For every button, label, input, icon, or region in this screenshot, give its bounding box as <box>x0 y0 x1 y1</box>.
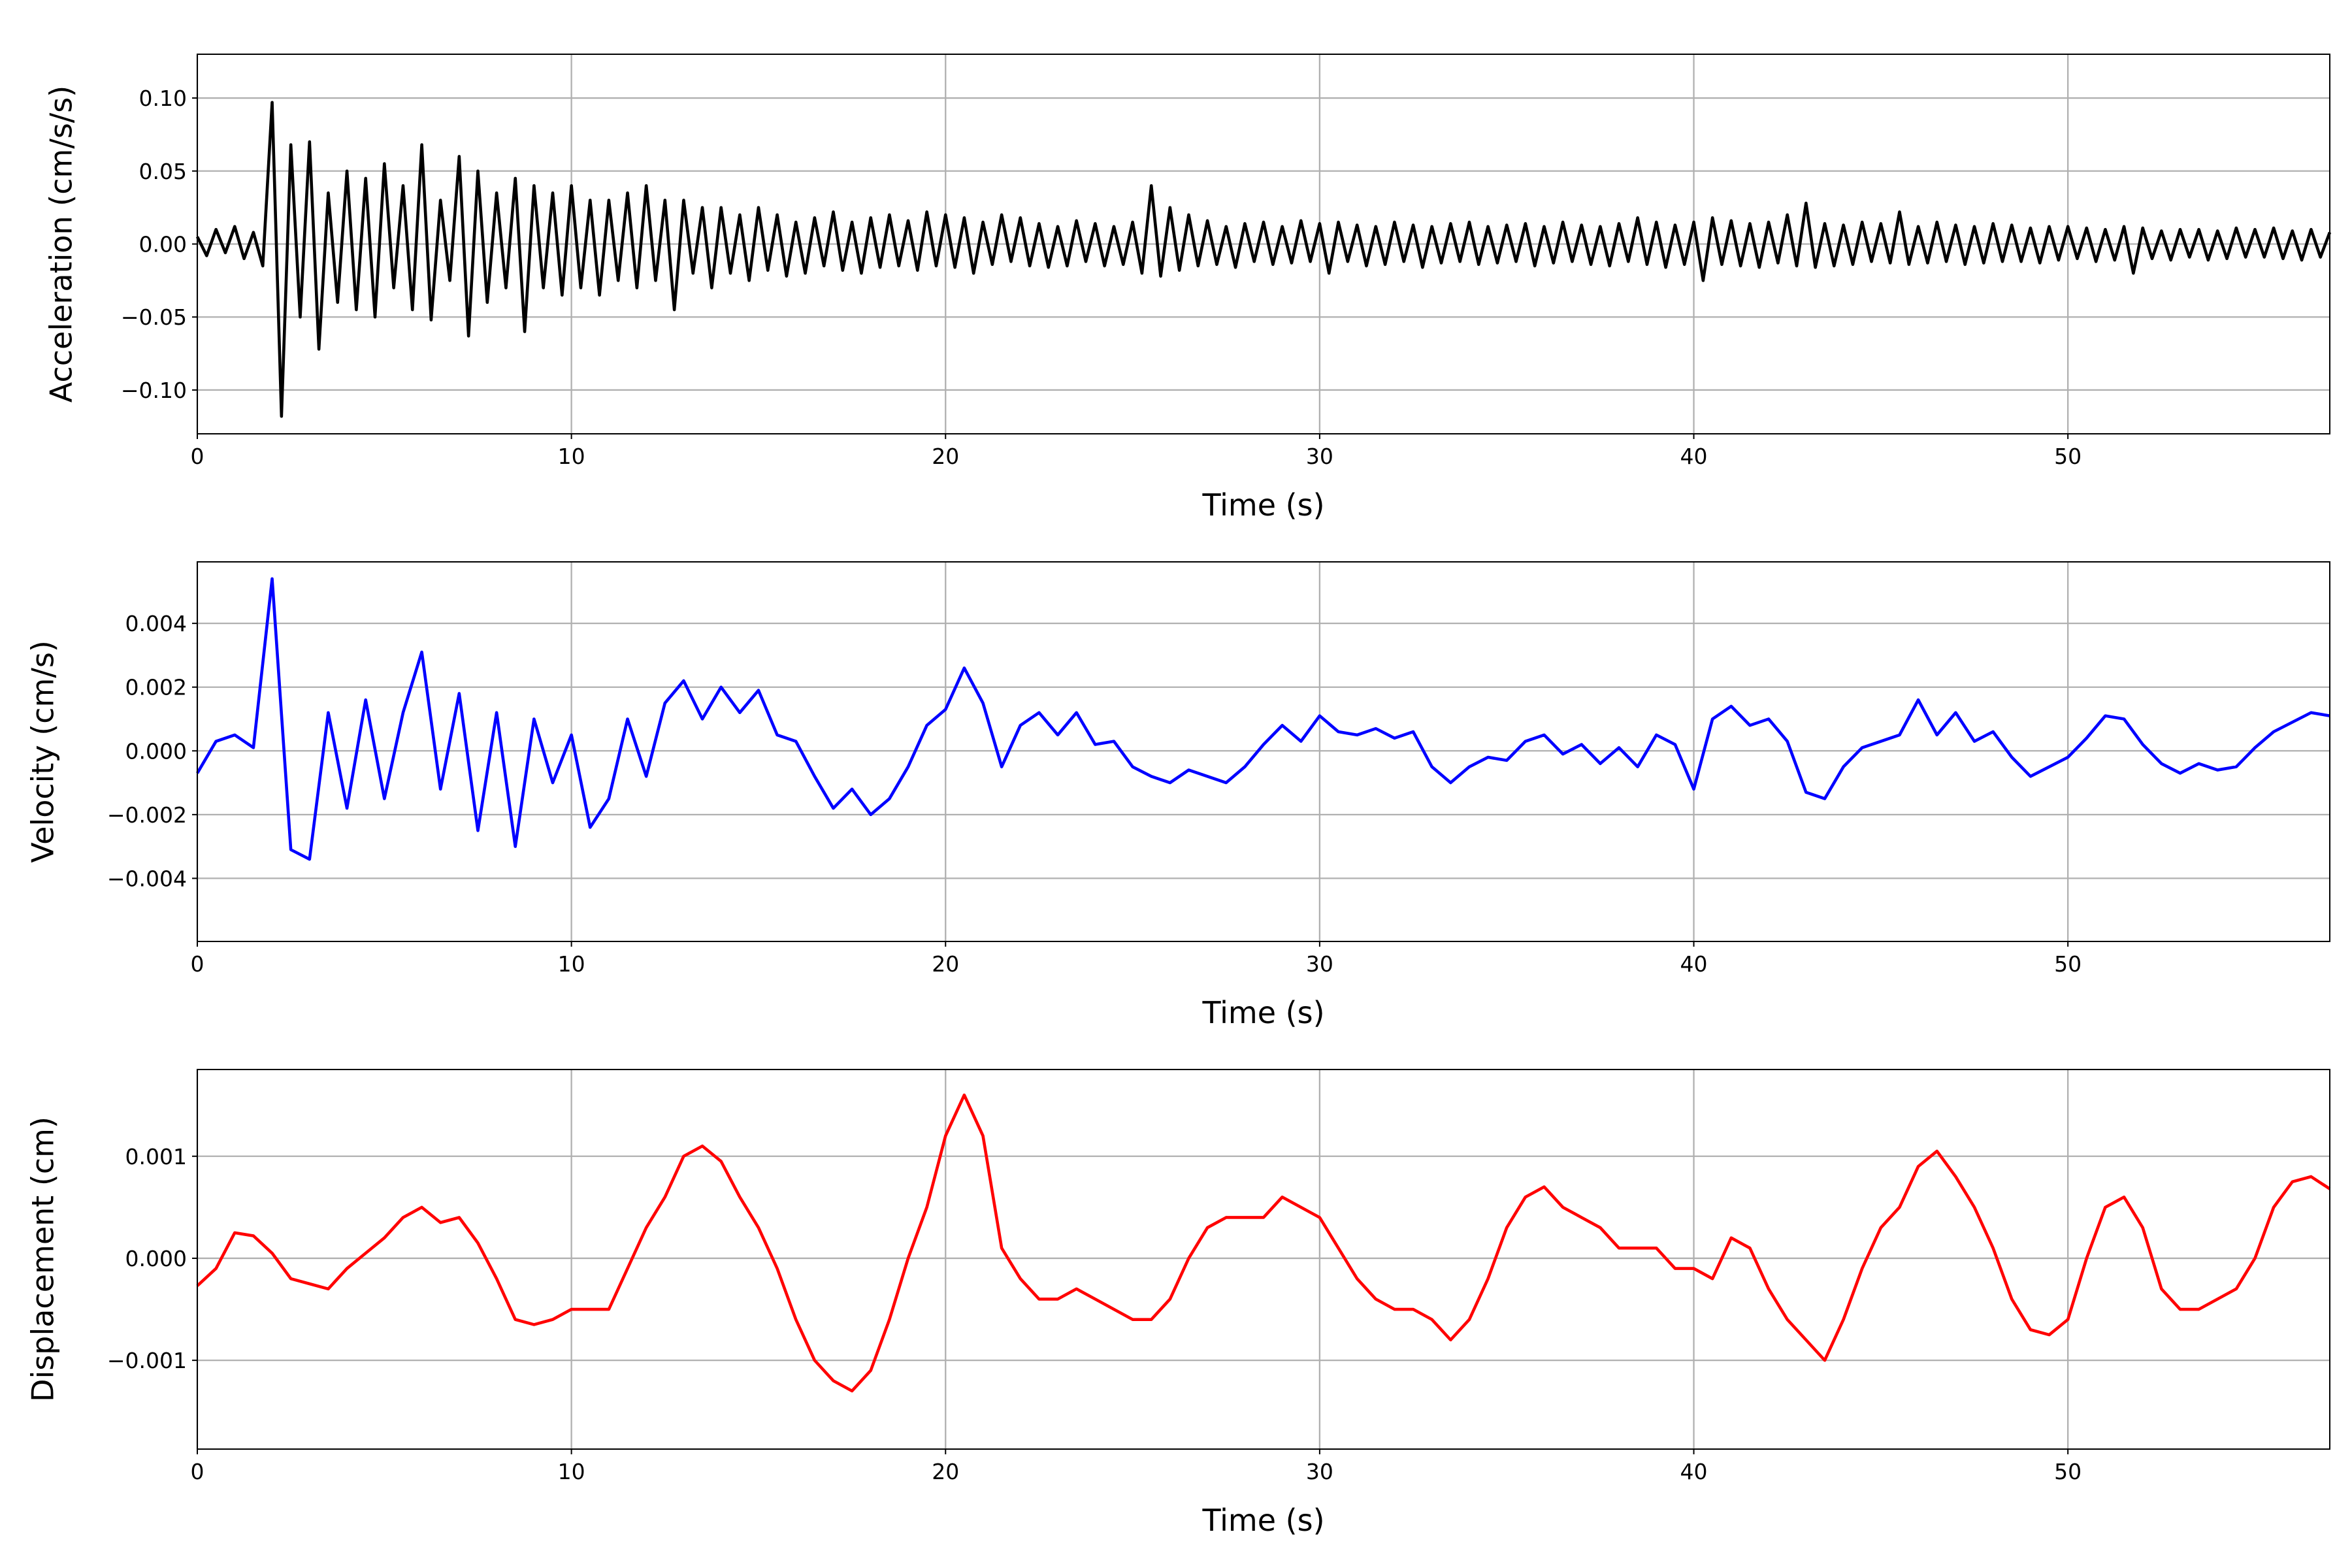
x-tick-label: 40 <box>1680 1459 1708 1484</box>
x-axis-label: Time (s) <box>1201 1503 1324 1538</box>
y-axis-label: Velocity (cm/s) <box>25 640 61 863</box>
y-tick-label: −0.002 <box>107 802 187 828</box>
axes-frame <box>197 54 2330 434</box>
signal-line <box>195 101 2332 418</box>
x-tick-label: 20 <box>932 951 959 977</box>
x-tick-label: 0 <box>191 1459 204 1484</box>
x-tick-label: 50 <box>2054 1459 2082 1484</box>
x-tick-label: 30 <box>1306 951 1333 977</box>
x-tick-label: 0 <box>191 951 204 977</box>
y-tick-label: 0.00 <box>139 232 187 257</box>
y-axis-label: Displacement (cm) <box>25 1117 61 1402</box>
y-tick-label: −0.001 <box>107 1348 187 1373</box>
x-axis-label: Time (s) <box>1201 487 1324 523</box>
signal-line <box>196 577 2330 861</box>
x-tick-label: 10 <box>558 444 585 469</box>
x-tick-label: 50 <box>2054 444 2082 469</box>
y-tick-label: 0.001 <box>125 1144 187 1169</box>
x-tick-label: 30 <box>1306 444 1333 469</box>
x-tick-label: 10 <box>558 951 585 977</box>
y-tick-label: 0.002 <box>125 675 187 700</box>
x-tick-label: 0 <box>191 444 204 469</box>
x-tick-label: 40 <box>1680 951 1708 977</box>
y-tick-label: 0.05 <box>139 159 187 184</box>
y-tick-label: 0.000 <box>125 1246 187 1271</box>
x-tick-label: 20 <box>932 444 959 469</box>
y-tick-label: −0.10 <box>121 378 187 403</box>
x-tick-label: 50 <box>2054 951 2082 977</box>
y-axis-label: Acceleration (cm/s/s) <box>44 86 79 402</box>
x-tick-label: 40 <box>1680 444 1708 469</box>
x-tick-label: 10 <box>558 1459 585 1484</box>
y-tick-label: 0.004 <box>125 611 187 636</box>
y-tick-label: 0.000 <box>125 738 187 764</box>
axes-frame <box>197 1069 2330 1450</box>
x-tick-label: 20 <box>932 1459 959 1484</box>
signal-line <box>196 1093 2331 1393</box>
y-tick-label: 0.10 <box>139 86 187 111</box>
y-tick-label: −0.05 <box>121 304 187 330</box>
axes-frame <box>197 561 2330 942</box>
x-axis-label: Time (s) <box>1201 995 1324 1030</box>
y-tick-label: −0.004 <box>107 866 187 891</box>
x-tick-label: 30 <box>1306 1459 1333 1484</box>
